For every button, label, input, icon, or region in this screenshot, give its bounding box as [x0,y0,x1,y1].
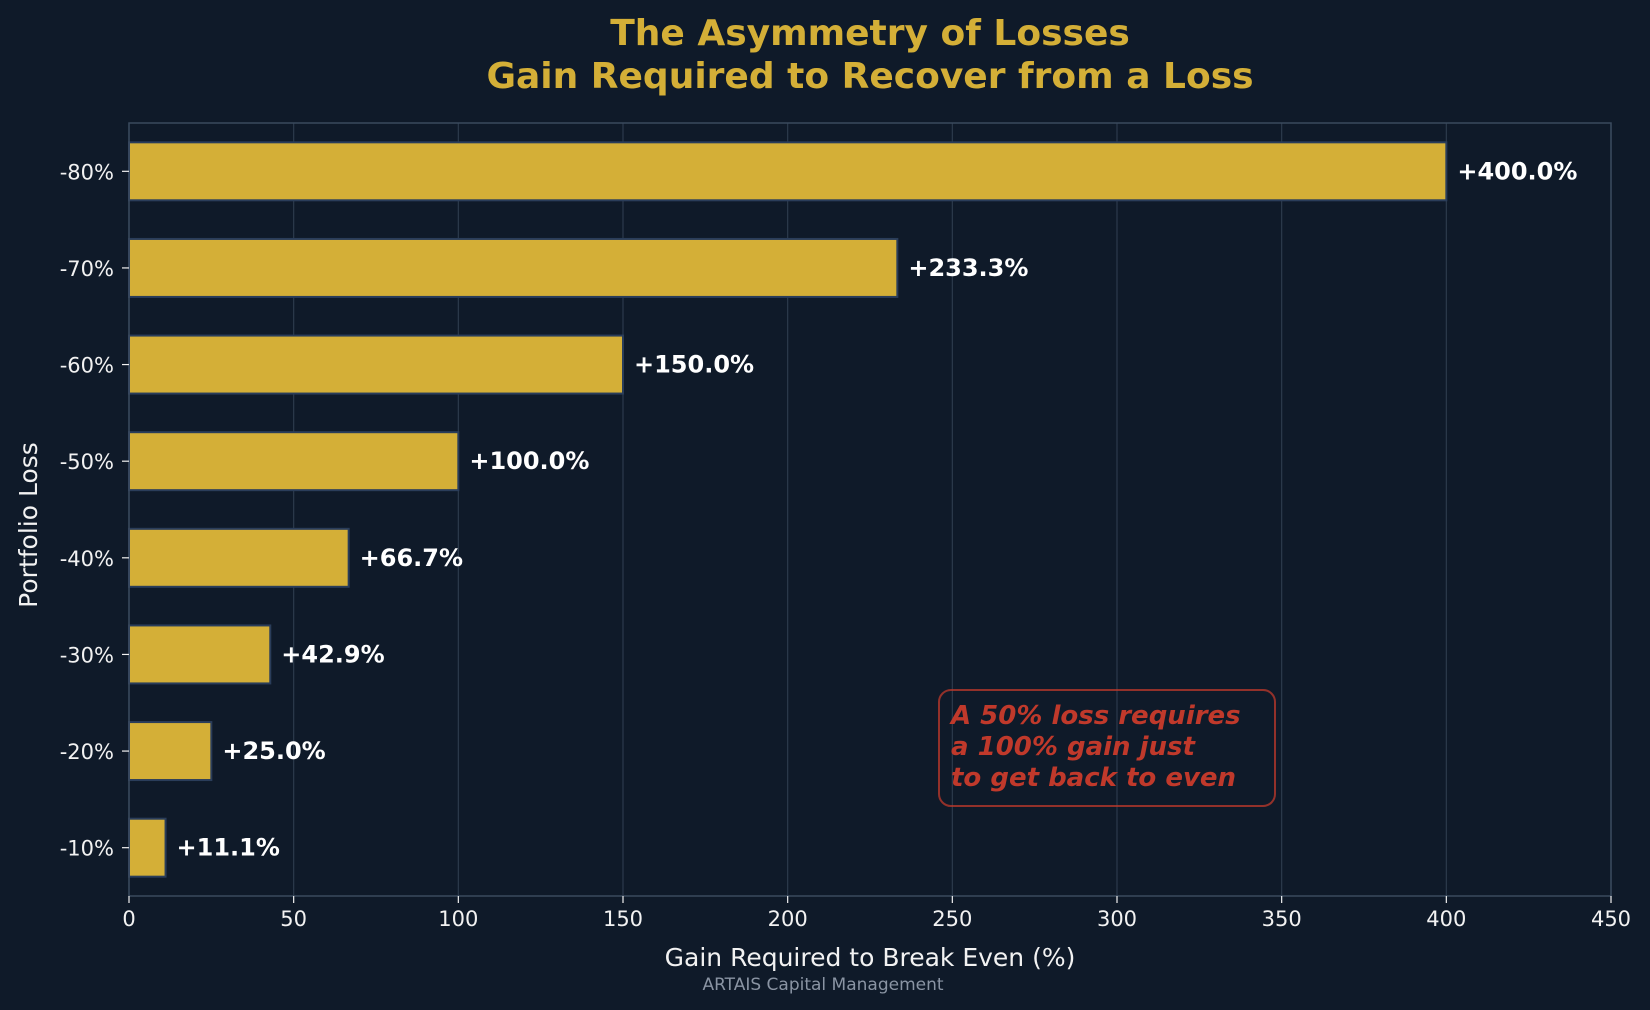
bar--70% [128,237,899,298]
x-axis-label: Gain Required to Break Even (%) [665,943,1076,972]
bar--50% [128,431,460,492]
y-tick-label--30%: -30% [60,643,114,667]
annotation-line-1: A 50% loss requires [949,701,1241,731]
bar--40% [128,527,350,588]
bar--60% [128,334,624,395]
y-axis-ticks: -10% -20% -30% -40% -50% -60% -70% -80% [60,160,129,861]
annotation-line-3: to get back to even [951,763,1236,793]
bar--30% [128,624,272,685]
bar-value-label--40%: +66.7% [360,544,463,572]
annotation-border [938,689,1276,807]
y-tick-label--20%: -20% [60,740,114,764]
x-tick-label-50: 50 [280,907,307,931]
bar-value-label--20%: +25.0% [222,737,325,765]
y-tick-label--70%: -70% [60,257,114,281]
bar-value-label--30%: +42.9% [281,640,384,668]
y-tick-label--10%: -10% [60,837,114,861]
bars [128,141,1448,878]
y-tick-label--60%: -60% [60,354,114,378]
axes-frame [128,122,1612,897]
x-tick-label-0: 0 [122,907,135,931]
x-tick-label-350: 350 [1262,907,1302,931]
bar-value-label--10%: +11.1% [177,834,280,862]
y-tick-label--40%: -40% [60,547,114,571]
bar--20% [128,721,213,782]
y-axis-label: Portfolio Loss [14,442,43,608]
x-tick-label-400: 400 [1426,907,1466,931]
x-axis-ticks: 0 50 100 150 200 250 300 350 400 450 [122,896,1631,931]
bar-value-label--50%: +100.0% [469,447,589,475]
annotation-line-2: a 100% gain just [951,732,1196,762]
bar--80% [128,141,1448,202]
bar-value-label--70%: +233.3% [908,254,1028,282]
x-tick-label-450: 450 [1591,907,1631,931]
footer-credit: ARTAIS Capital Management [702,975,943,995]
chart-title: The Asymmetry of Losses [610,13,1130,54]
x-tick-label-100: 100 [438,907,478,931]
annotation-box: A 50% loss requires a 100% gain just to … [938,689,1276,807]
x-tick-label-200: 200 [768,907,808,931]
bar--10% [128,817,167,878]
bar-value-labels: +11.1% +25.0% +42.9% +66.7% +100.0% +150.0% +2… [177,157,1578,861]
x-tick-label-250: 250 [932,907,972,931]
y-tick-label--80%: -80% [60,160,114,184]
chart-subtitle: Gain Required to Recover from a Loss [486,56,1253,97]
bar-value-label--80%: +400.0% [1457,157,1577,185]
y-tick-label--50%: -50% [60,450,114,474]
bar-value-label--60%: +150.0% [634,351,754,379]
x-tick-label-300: 300 [1097,907,1137,931]
axes-border [128,122,1612,897]
x-tick-label-150: 150 [603,907,643,931]
